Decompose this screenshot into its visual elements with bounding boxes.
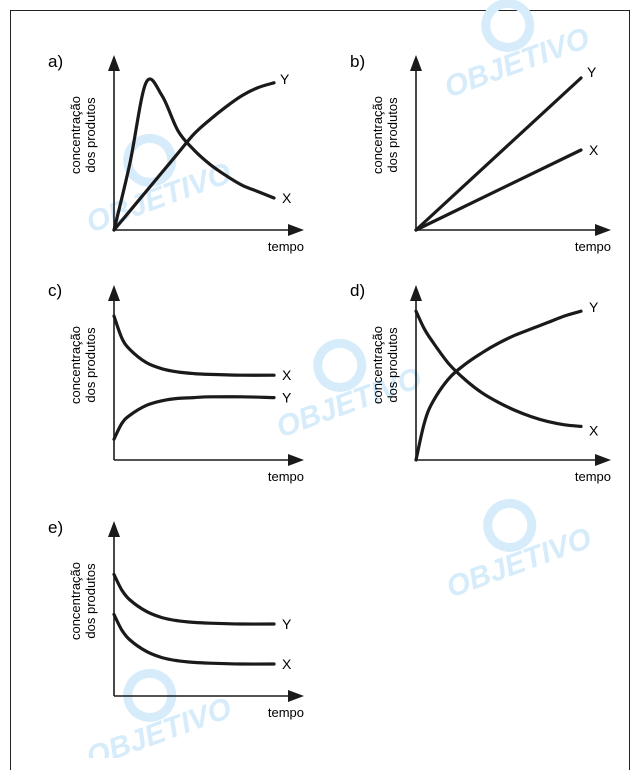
watermark: OBJETIVO bbox=[82, 668, 236, 758]
ylabel-line1-b: concentração bbox=[370, 96, 385, 174]
series-label-c-y: Y bbox=[282, 390, 292, 406]
series-label-a-x: X bbox=[282, 190, 292, 206]
panel-label-d: d) bbox=[350, 281, 365, 300]
series-label-d-x: X bbox=[589, 422, 599, 438]
series-label-b-y: Y bbox=[587, 64, 597, 80]
series-label-a-y: Y bbox=[280, 71, 290, 87]
x-axis-arrow-icon bbox=[288, 690, 304, 702]
panel-label-e: e) bbox=[48, 518, 63, 537]
xlabel-b: tempo bbox=[575, 239, 611, 254]
series-label-e-x: X bbox=[282, 656, 292, 672]
series-label-e-y: Y bbox=[282, 616, 292, 632]
panel-b: b) concentração dos produtos tempo Y X bbox=[350, 52, 611, 254]
watermark-logo-icon bbox=[313, 338, 367, 392]
watermark-text: OBJETIVO bbox=[440, 22, 594, 105]
figure-frame bbox=[10, 10, 630, 770]
panel-c: c) concentração dos produtos tempo X Y bbox=[48, 281, 304, 484]
series-line-y bbox=[112, 81, 276, 232]
y-axis-arrow-icon bbox=[108, 521, 120, 537]
ylabel-line1-c: concentração bbox=[68, 326, 83, 404]
panel-label-b: b) bbox=[350, 52, 365, 71]
watermark-logo-icon bbox=[483, 498, 537, 552]
panel-d: d) concentração dos produtos tempo Y X bbox=[350, 281, 611, 484]
xlabel-d: tempo bbox=[575, 469, 611, 484]
ylabel-line1-d: concentração bbox=[370, 326, 385, 404]
series-line-y bbox=[112, 395, 276, 441]
x-axis-arrow-icon bbox=[288, 224, 304, 236]
series-line-y bbox=[112, 572, 276, 626]
series-label-d-y: Y bbox=[589, 299, 599, 315]
watermark-logo-icon bbox=[481, 0, 535, 52]
series-line-x bbox=[112, 314, 276, 377]
watermark: OBJETIVO bbox=[442, 498, 596, 605]
panel-label-a: a) bbox=[48, 52, 63, 71]
series-line-y bbox=[414, 76, 583, 232]
ylabel-line2-e: dos produtos bbox=[83, 563, 98, 639]
xlabel-e: tempo bbox=[268, 705, 304, 720]
y-axis-arrow-icon bbox=[108, 55, 120, 71]
panel-label-c: c) bbox=[48, 281, 62, 300]
watermark-text: OBJETIVO bbox=[272, 362, 426, 445]
series-line-x bbox=[414, 309, 583, 428]
watermark-text: OBJETIVO bbox=[442, 522, 596, 605]
watermark-text: OBJETIVO bbox=[82, 692, 236, 758]
xlabel-c: tempo bbox=[268, 469, 304, 484]
ylabel-line2-b: dos produtos bbox=[385, 97, 400, 173]
y-axis-arrow-icon bbox=[108, 285, 120, 301]
ylabel-line2-c: dos produtos bbox=[83, 327, 98, 403]
y-axis-arrow-icon bbox=[410, 285, 422, 301]
y-axis-arrow-icon bbox=[410, 55, 422, 71]
ylabel-line1-e: concentração bbox=[68, 562, 83, 640]
series-line-x bbox=[112, 77, 276, 232]
panel-a: a) concentração dos produtos tempo X Y bbox=[48, 52, 304, 254]
series-line-y bbox=[414, 309, 583, 462]
series-line-x bbox=[414, 148, 583, 232]
xlabel-a: tempo bbox=[268, 239, 304, 254]
series-label-c-x: X bbox=[282, 367, 292, 383]
x-axis-arrow-icon bbox=[595, 454, 611, 466]
series-label-b-x: X bbox=[589, 142, 599, 158]
x-axis-arrow-icon bbox=[595, 224, 611, 236]
series-line-x bbox=[112, 612, 276, 666]
ylabel-line2-d: dos produtos bbox=[385, 327, 400, 403]
panel-e: e) concentração dos produtos tempo Y X bbox=[48, 518, 304, 720]
watermark-logo-icon bbox=[123, 668, 177, 722]
x-axis-arrow-icon bbox=[288, 454, 304, 466]
ylabel-line1-a: concentração bbox=[68, 96, 83, 174]
ylabel-line2-a: dos produtos bbox=[83, 97, 98, 173]
watermark-text: OBJETIVO bbox=[82, 157, 236, 240]
